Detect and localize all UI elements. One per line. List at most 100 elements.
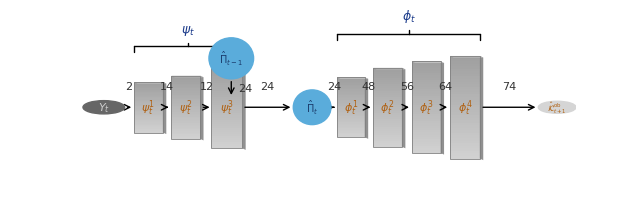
Bar xyxy=(412,69,440,71)
Text: $\hat{\Pi}_t$: $\hat{\Pi}_t$ xyxy=(306,99,318,117)
Text: $\psi_t^2$: $\psi_t^2$ xyxy=(179,98,193,118)
Bar xyxy=(211,102,242,104)
Bar xyxy=(134,91,163,93)
Bar xyxy=(337,102,365,103)
Bar xyxy=(211,91,242,93)
Bar xyxy=(172,76,200,78)
Bar xyxy=(172,112,200,114)
Bar xyxy=(412,133,440,135)
Polygon shape xyxy=(412,62,444,64)
Bar xyxy=(337,81,365,82)
Bar xyxy=(211,98,242,100)
Bar xyxy=(337,96,365,97)
Bar xyxy=(337,88,365,90)
Bar xyxy=(412,101,440,103)
Bar xyxy=(134,118,163,119)
Bar xyxy=(134,129,163,130)
Bar xyxy=(134,128,163,129)
Bar xyxy=(373,94,402,96)
Bar xyxy=(134,123,163,124)
Bar xyxy=(412,92,440,94)
Bar xyxy=(337,117,365,118)
Bar xyxy=(450,143,480,146)
Bar xyxy=(412,135,440,137)
Bar xyxy=(337,111,365,112)
Bar xyxy=(211,120,242,122)
Bar xyxy=(337,84,365,85)
Bar xyxy=(211,79,242,81)
Bar xyxy=(450,67,480,69)
Bar xyxy=(373,84,402,86)
Text: 24: 24 xyxy=(237,83,252,93)
Bar xyxy=(412,115,440,117)
Bar xyxy=(373,118,402,120)
Bar xyxy=(412,110,440,112)
Bar xyxy=(373,104,402,106)
Bar xyxy=(412,71,440,74)
Text: 2: 2 xyxy=(125,82,132,92)
Bar xyxy=(373,139,402,141)
Bar xyxy=(134,98,163,99)
Bar xyxy=(134,96,163,98)
Bar xyxy=(172,120,200,122)
Bar xyxy=(211,73,242,75)
Bar xyxy=(172,86,200,87)
Bar xyxy=(134,114,163,115)
Bar xyxy=(337,109,365,111)
Bar xyxy=(134,122,163,123)
Bar xyxy=(373,141,402,143)
Bar xyxy=(211,67,242,149)
Polygon shape xyxy=(242,67,246,150)
Bar xyxy=(172,84,200,86)
Text: 24: 24 xyxy=(260,82,275,92)
Bar xyxy=(172,106,200,108)
Bar xyxy=(134,95,163,96)
Bar xyxy=(450,123,480,126)
Bar xyxy=(412,90,440,92)
Bar xyxy=(211,89,242,91)
Bar xyxy=(412,126,440,128)
Bar xyxy=(134,125,163,126)
Bar xyxy=(337,106,365,108)
Bar xyxy=(211,124,242,126)
Bar xyxy=(450,100,480,103)
Bar xyxy=(450,80,480,82)
Bar xyxy=(134,83,163,84)
Bar xyxy=(412,112,440,115)
Bar xyxy=(450,64,480,67)
Bar xyxy=(373,133,402,135)
Bar xyxy=(134,85,163,86)
Bar xyxy=(450,146,480,149)
Bar xyxy=(337,121,365,123)
Bar xyxy=(373,80,402,82)
Bar xyxy=(172,137,200,139)
Bar xyxy=(337,120,365,121)
Bar xyxy=(211,130,242,132)
Bar xyxy=(412,96,440,99)
Bar xyxy=(172,90,200,92)
Bar xyxy=(373,114,402,116)
Text: 64: 64 xyxy=(438,82,452,92)
Bar xyxy=(412,128,440,131)
Bar xyxy=(211,77,242,79)
Bar xyxy=(134,126,163,128)
Bar xyxy=(172,122,200,123)
Bar xyxy=(134,84,163,85)
Bar xyxy=(450,110,480,113)
Bar xyxy=(412,85,440,87)
Bar xyxy=(134,86,163,88)
Bar xyxy=(337,100,365,102)
Polygon shape xyxy=(365,78,368,139)
Bar xyxy=(412,146,440,149)
Bar xyxy=(172,92,200,94)
Bar xyxy=(337,130,365,132)
Bar xyxy=(373,127,402,129)
Bar xyxy=(172,109,200,111)
Bar xyxy=(337,105,365,106)
Bar xyxy=(172,78,200,80)
Bar xyxy=(134,93,163,94)
Bar xyxy=(412,78,440,80)
Bar xyxy=(412,124,440,126)
Bar xyxy=(172,136,200,137)
Bar xyxy=(373,135,402,137)
